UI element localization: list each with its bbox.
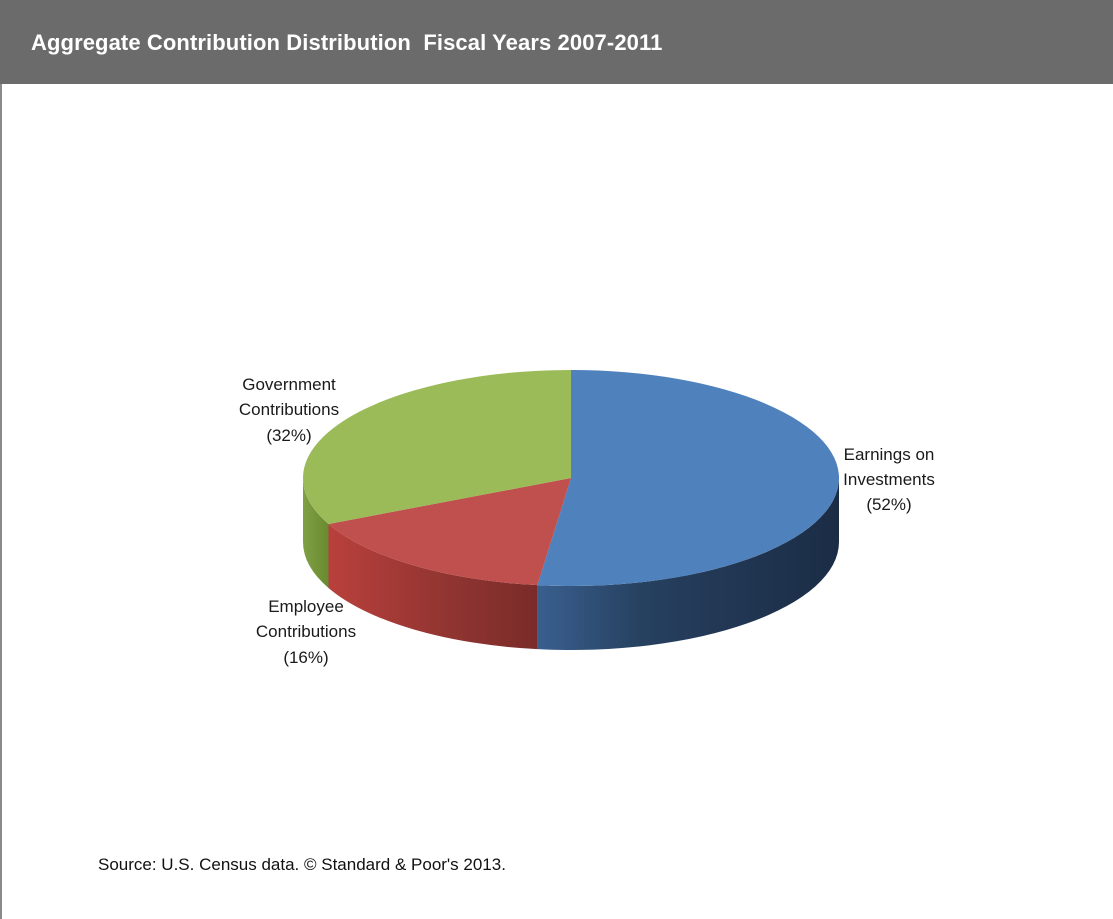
label-employee-line2: Contributions bbox=[256, 622, 356, 641]
source-note: Source: U.S. Census data. © Standard & P… bbox=[98, 855, 506, 874]
label-earnings: Earnings on Investments (52%) bbox=[843, 445, 935, 514]
label-government-value: (32%) bbox=[266, 426, 311, 445]
pie-slice-government bbox=[302, 370, 571, 524]
label-employee: Employee Contributions (16%) bbox=[256, 597, 356, 667]
chart-header-bar: Aggregate Contribution Distribution Fisc… bbox=[0, 0, 1113, 84]
pie-slice-side-earnings bbox=[537, 478, 839, 650]
label-earnings-value: (52%) bbox=[866, 495, 911, 514]
label-earnings-line1: Earnings on bbox=[844, 445, 935, 464]
label-government-line2: Contributions bbox=[239, 400, 339, 419]
label-employee-line1: Employee bbox=[268, 597, 344, 616]
pie-slice-earnings bbox=[537, 370, 839, 586]
chart-title: Aggregate Contribution Distribution Fisc… bbox=[31, 30, 663, 55]
label-employee-value: (16%) bbox=[283, 648, 328, 667]
label-earnings-line2: Investments bbox=[843, 470, 935, 489]
pie-slice-side-employee bbox=[328, 523, 538, 650]
label-government: Government Contributions (32%) bbox=[239, 375, 339, 445]
label-government-line1: Government bbox=[242, 375, 336, 394]
pie-slice-employee bbox=[328, 478, 571, 586]
pie-slice-side-government bbox=[303, 478, 329, 588]
